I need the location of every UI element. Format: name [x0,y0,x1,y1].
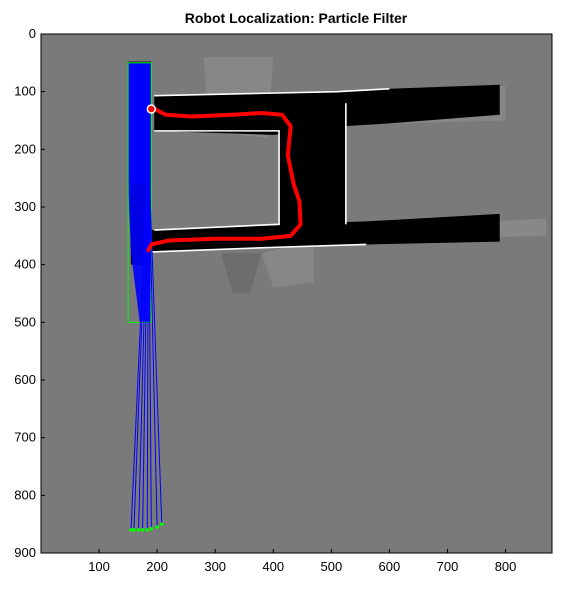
particle-endpoint [159,522,164,526]
robot-marker [146,104,157,114]
y-tick-label: 200 [14,141,36,156]
right-section [279,97,346,231]
x-tick-label: 600 [379,559,401,574]
y-tick-label: 300 [14,199,36,214]
y-axis-ticks: 0 100 200 300 400 500 600 700 800 900 [14,26,45,560]
particle-endpoint [140,528,145,532]
chart-title: Robot Localization: Particle Filter [185,10,408,26]
map-shadow-lower [261,241,314,288]
y-tick-label: 600 [14,372,36,387]
particle-ray [147,149,158,528]
y-tick-label: 800 [14,487,36,502]
particle-endpoint [129,528,133,532]
particle-ray [142,149,149,530]
particle-outline [127,62,152,323]
x-tick-label: 800 [495,559,517,574]
trajectory-layer [146,104,303,253]
particle-cluster [128,62,152,184]
particle-ray [133,149,149,530]
lower-wall-bottom [151,243,367,253]
upper-wall-top [154,87,390,97]
x-tick-label: 200 [146,559,168,574]
x-tick-label: 400 [262,559,284,574]
particle-rays [127,62,164,532]
particle-ray [147,149,163,525]
particle-ray [147,149,152,529]
x-axis-ticks: 100 200 300 400 500 600 700 800 [88,549,516,574]
particle-ray [138,149,149,530]
particle-endpoint [145,528,150,532]
y-tick-label: 0 [29,26,36,41]
y-tick-label: 900 [14,545,36,560]
lower-corridor [151,213,500,252]
x-tick-label: 100 [88,559,110,574]
particle-endpoint [149,526,154,531]
y-tick-label: 500 [14,314,36,329]
particle-endpoint [136,528,141,532]
trajectory-line [146,106,303,253]
particle-ray [146,149,149,530]
map-shadow-lower-left [221,253,262,294]
particle-endpoint [132,528,136,532]
y-tick-label: 700 [14,430,36,445]
x-tick-label: 700 [437,559,459,574]
particle-endpoint [155,525,159,529]
y-tick-label: 400 [14,257,36,272]
x-tick-label: 500 [320,559,342,574]
x-tick-label: 300 [204,559,226,574]
axes-frame [40,33,553,554]
y-tick-label: 100 [14,84,36,99]
plot-area [40,33,553,554]
inner-block-edge [154,130,280,231]
